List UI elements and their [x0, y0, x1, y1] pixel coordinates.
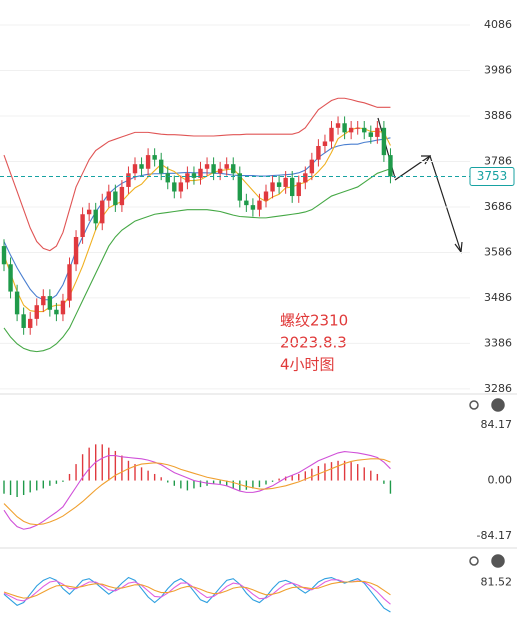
candle-body	[224, 164, 229, 169]
candle-body	[303, 173, 308, 183]
y-tick-label: 84.17	[481, 418, 513, 431]
candle-body	[316, 146, 321, 160]
candle-body	[60, 300, 66, 315]
y-tick-label: -84.17	[477, 529, 512, 542]
settings-icon[interactable]	[469, 556, 479, 566]
y-tick-label: 3286	[484, 382, 512, 395]
candle-body	[139, 164, 144, 169]
candle-body	[217, 168, 223, 174]
y-tick-label: 81.52	[481, 575, 513, 588]
candle-body	[145, 155, 151, 169]
candle-body	[73, 236, 79, 265]
candle-body	[290, 177, 295, 197]
candle-body	[80, 214, 85, 237]
candle-body	[263, 191, 269, 201]
candle-body	[119, 186, 125, 206]
candle-body	[276, 182, 282, 187]
candle-body	[113, 191, 118, 206]
candle-body	[335, 123, 341, 128]
candle-body	[126, 173, 131, 187]
y-tick-label: 3586	[484, 245, 512, 258]
y-tick-label: 4086	[484, 18, 512, 31]
candle-body	[198, 168, 203, 178]
candle-body	[28, 318, 33, 328]
candle-body	[309, 159, 315, 174]
candle-body	[342, 123, 347, 133]
indicator-line	[3, 576, 391, 613]
indicator-line	[3, 579, 391, 605]
candle-body	[93, 209, 98, 224]
indicator-line	[3, 168, 391, 353]
candle-body	[86, 209, 92, 215]
candle-body	[237, 173, 242, 201]
candle-body	[381, 127, 387, 156]
candle-body	[211, 164, 216, 174]
candle-body	[296, 182, 301, 197]
candle-body	[231, 164, 236, 174]
y-tick-label: 3786	[484, 154, 512, 167]
annotation: 4小时图	[280, 356, 335, 374]
candle-body	[185, 173, 190, 183]
candle-body	[14, 291, 20, 315]
candle-body	[67, 264, 72, 301]
panel-icons	[469, 398, 505, 568]
candle-body	[152, 155, 157, 160]
candle-body	[244, 200, 249, 206]
candle-body	[270, 182, 275, 192]
candle-body	[368, 132, 373, 137]
candle-body	[355, 127, 360, 129]
candle-body	[329, 127, 334, 142]
candle-body	[191, 173, 197, 178]
candle-body	[283, 177, 288, 187]
y-tick-label: 0.00	[488, 474, 513, 487]
y-tick-label: 3886	[484, 109, 512, 122]
y-tick-label: 3386	[484, 336, 512, 349]
candle-body	[100, 200, 105, 224]
candle-body	[41, 296, 46, 306]
candle-body	[34, 305, 39, 319]
indicator-line	[3, 458, 391, 526]
candle-body	[172, 182, 177, 192]
candle-body	[204, 164, 210, 169]
candle-body	[159, 159, 164, 174]
candle-body	[250, 205, 256, 210]
y-tick-label: 3686	[484, 200, 512, 213]
projection-arrows	[377, 117, 463, 254]
candle-body	[47, 296, 53, 310]
close-icon[interactable]	[491, 398, 505, 412]
indicator-line	[3, 451, 391, 530]
indicator-line	[3, 580, 391, 599]
candle-body	[322, 141, 328, 147]
settings-icon[interactable]	[469, 400, 479, 410]
candle-body	[348, 127, 354, 133]
annotation: 螺纹2310	[280, 312, 348, 330]
candle-body	[8, 264, 13, 292]
annotation: 2023.8.3	[280, 334, 347, 352]
candle-body	[257, 200, 262, 210]
indicator-line	[3, 137, 391, 301]
indicator-line	[3, 97, 391, 252]
candle-body	[178, 182, 184, 192]
candle-body	[1, 246, 7, 265]
y-tick-label: 3486	[484, 291, 512, 304]
last-price-tag	[469, 166, 515, 186]
candle-body	[375, 127, 380, 137]
candle-body	[54, 309, 59, 315]
candle-body	[362, 127, 367, 133]
y-tick-label: 3986	[484, 64, 512, 77]
close-icon[interactable]	[491, 554, 505, 568]
indicator-line	[3, 127, 391, 313]
last-price-label: 3753	[477, 169, 508, 183]
candle-body	[132, 164, 138, 174]
candle-body	[165, 173, 170, 183]
candle-body	[106, 191, 111, 201]
candle-body	[21, 314, 26, 328]
candle-body	[388, 155, 393, 177]
